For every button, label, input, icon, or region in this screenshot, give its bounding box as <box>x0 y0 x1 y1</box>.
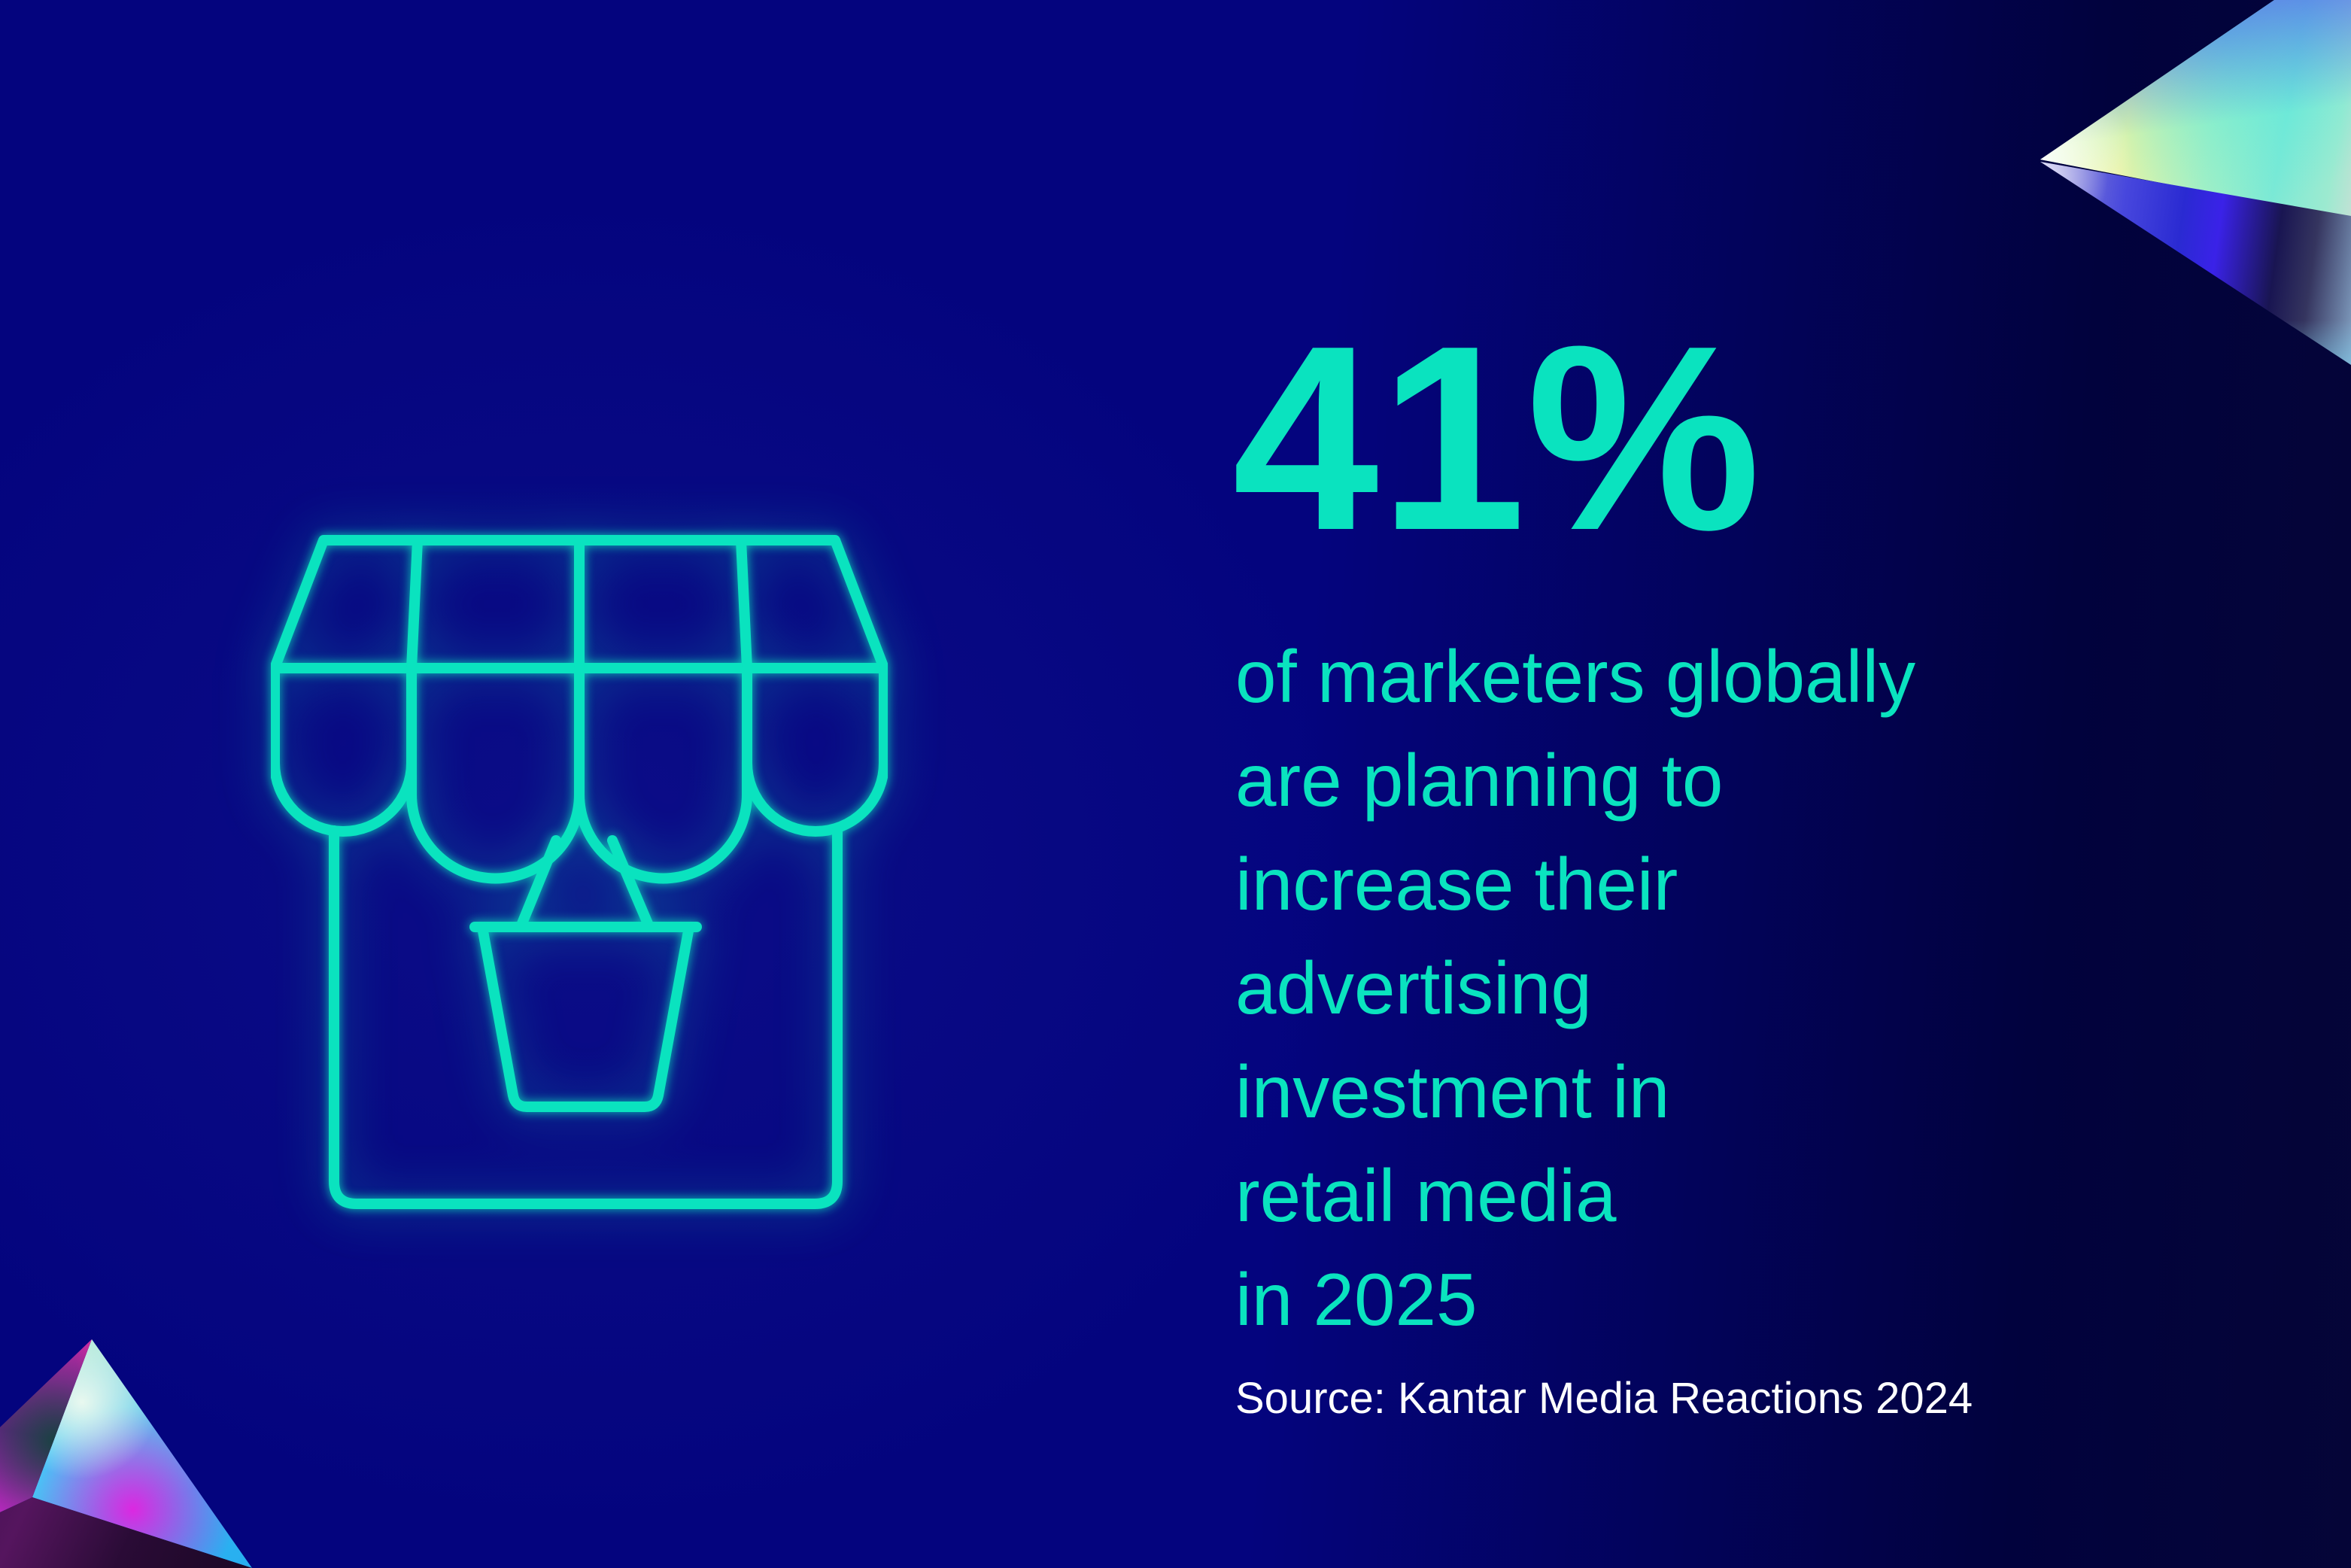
holographic-pyramid-decoration <box>0 1324 256 1568</box>
stat-source: Source: Kantar Media Reactions 2024 <box>1235 1374 1973 1423</box>
holographic-prism-decoration <box>2031 0 2351 421</box>
store-icon <box>271 535 888 1209</box>
stat-description: of marketers globally are planning to in… <box>1235 635 1916 1341</box>
stat-value: 41% <box>1232 291 1762 585</box>
